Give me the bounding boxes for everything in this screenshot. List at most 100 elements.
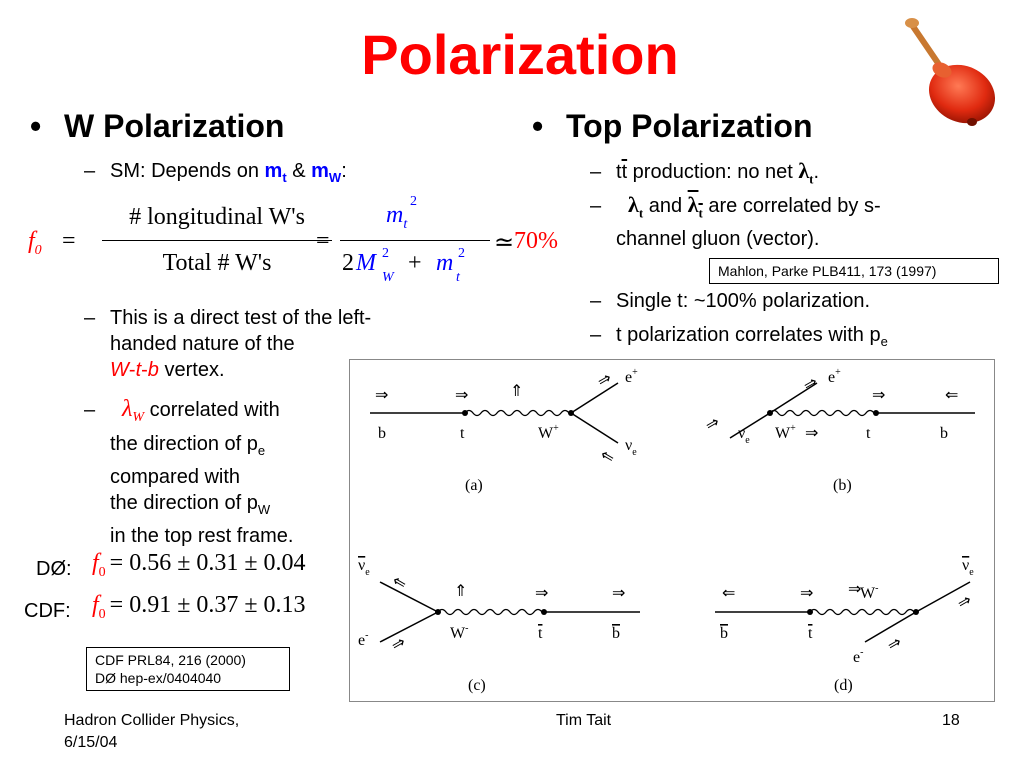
feynman-diagrams-figure: .ln { stroke:#000; stroke-width:1.5; fil…: [349, 359, 995, 702]
footer-event: Hadron Collider Physics,: [64, 712, 240, 729]
eq-equals-2: =: [316, 228, 330, 254]
vertex-rest: vertex.: [158, 359, 225, 381]
eq-mt: m: [386, 202, 404, 228]
bullet-dot: •: [30, 108, 42, 144]
f0-equation: f0 = # longitudinal W's Total # W's = mt…: [22, 194, 562, 294]
single-t-item: – Single t: ~100% polarization.: [590, 288, 870, 314]
label-nu: νe: [738, 425, 750, 446]
caption-a: (a): [465, 477, 483, 494]
slide-title: Polarization: [361, 23, 679, 86]
fraction-bar-2: [340, 240, 490, 241]
sm-dependence: – SM: Depends on mt & mW:: [84, 158, 347, 191]
diagram-a: ⇒ ⇒ ⇑ ⇒ ⇐ b t W+ e+ νe (a): [370, 367, 638, 494]
eq-m2-sub: t: [456, 270, 460, 285]
d0-sub: 0: [98, 564, 106, 580]
vertex-dash: -: [128, 359, 136, 381]
eq-numerator: # longitudinal W's: [129, 204, 305, 230]
colon: :: [341, 160, 347, 182]
lambda-sub: t: [809, 171, 814, 187]
label-b: b: [378, 425, 386, 442]
lambda-w: λW: [110, 396, 144, 425]
dash: –: [590, 324, 602, 346]
label-nu: νe: [625, 437, 637, 458]
vertex-w: W: [110, 359, 129, 381]
eq-equals: =: [62, 228, 76, 254]
label-tbar: t: [808, 625, 813, 642]
lambda-symbol: λ: [122, 396, 133, 422]
direct-line-2: handed nature of the: [110, 333, 295, 355]
tbar-symbol: t: [621, 161, 628, 183]
svg-text:⇐: ⇐: [722, 585, 735, 602]
correlation-cont: channel gluon (vector).: [616, 228, 820, 251]
eq-two: 2: [342, 250, 354, 276]
dash: –: [84, 160, 96, 182]
t-pol-text: t polarization correlates with p: [616, 324, 881, 346]
eq-f0-sub: 0: [34, 242, 42, 258]
t-pol-sub: e: [880, 334, 888, 349]
t-pol-item: – t polarization correlates with pe: [590, 322, 888, 355]
eq-denominator: Total # W's: [162, 250, 272, 276]
label-t: t: [866, 425, 871, 442]
label-e: e+: [625, 367, 638, 386]
label-w: W+: [775, 423, 796, 442]
svg-text:⇒: ⇒: [885, 634, 905, 655]
ttbar-text: production: no net: [627, 161, 799, 183]
svg-text:⇒: ⇒: [805, 425, 818, 442]
cdf-result: f0 = 0.91 ± 0.37 ± 0.13: [92, 592, 306, 623]
lambda-w-item: – λW correlated with the direction of pe …: [84, 396, 364, 549]
svg-text:⇐: ⇐: [597, 446, 617, 467]
eq-m2: m: [436, 250, 454, 276]
lambda-correlation-item: – λt and λt are correlated by s- channel …: [590, 192, 970, 252]
cdf-label: CDF:: [24, 600, 71, 622]
svg-text:⇒: ⇒: [375, 387, 388, 404]
svg-text:⇒: ⇒: [955, 592, 975, 613]
svg-text:⇑: ⇑: [510, 383, 523, 400]
ref-d0: DØ hep-ex/0404040: [95, 670, 222, 686]
w-polarization-heading: • W Polarization: [30, 108, 284, 145]
label-e: e-: [358, 630, 368, 649]
fraction-bar: [102, 240, 332, 241]
and-text: and: [643, 195, 688, 217]
d0-label: DØ:: [36, 558, 72, 580]
eq-percent: 70%: [514, 228, 558, 254]
footer-left: Hadron Collider Physics, 6/15/04: [64, 710, 239, 754]
label-e: e-: [853, 647, 863, 666]
corr-line-2-sub: e: [257, 443, 266, 458]
eq-M-sup: 2: [382, 246, 389, 261]
ref-cdf: CDF PRL84, 216 (2000): [95, 652, 246, 668]
mt-sub: t: [282, 170, 287, 185]
corr-line-4-sub: W: [257, 502, 271, 517]
svg-text:⇒: ⇒: [612, 585, 625, 602]
svg-text:⇒: ⇒: [455, 387, 468, 404]
corr-line-3: compared with: [110, 466, 241, 488]
eq-m2-sup: 2: [458, 246, 465, 261]
svg-text:⇑: ⇑: [454, 583, 467, 600]
lambda-t: λ: [628, 192, 639, 217]
page-number: 18: [942, 712, 960, 729]
eq-M: M: [356, 250, 376, 276]
vertex-line: W-t-b vertex.: [84, 357, 464, 383]
ttbar-item: – tt production: no net λt.: [590, 158, 819, 192]
eq-mt-sup: 2: [410, 194, 417, 209]
corr-line-4: the direction of p: [110, 492, 258, 514]
dash: –: [590, 290, 602, 312]
bullet-dot: •: [532, 108, 544, 144]
eq-approx: ≃: [494, 230, 515, 256]
label-w: W+: [538, 423, 559, 442]
corr-line-5: in the top rest frame.: [110, 525, 294, 547]
period: .: [813, 161, 820, 183]
spinning-top-icon: [905, 18, 996, 126]
t-symbol: t: [616, 161, 622, 183]
mahlon-parke-ref: Mahlon, Parke PLB411, 173 (1997): [709, 258, 999, 284]
svg-text:⇒: ⇒: [703, 414, 723, 435]
svg-text:⇒: ⇒: [872, 387, 885, 404]
label-w: W-: [450, 623, 468, 642]
lambda-tbar-sub: t: [698, 205, 703, 221]
dash: –: [590, 195, 602, 217]
caption-b: (b): [833, 477, 852, 494]
cdf-sub: 0: [98, 606, 106, 622]
label-bbar: b: [720, 625, 728, 642]
vertex-b: b: [147, 359, 159, 381]
heading-text: Top Polarization: [566, 108, 813, 144]
eq-mt-sub: t: [403, 216, 408, 232]
